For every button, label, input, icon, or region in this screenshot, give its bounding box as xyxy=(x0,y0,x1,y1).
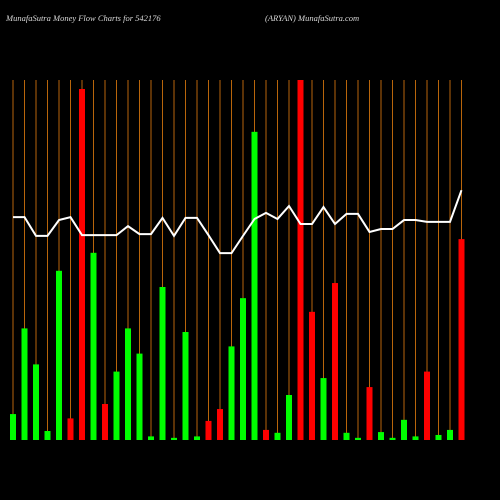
money-flow-line xyxy=(13,189,463,255)
bar xyxy=(332,283,338,440)
bar xyxy=(56,270,62,440)
bar xyxy=(286,395,292,440)
bar xyxy=(217,409,223,440)
bar xyxy=(67,418,74,440)
bar xyxy=(159,287,166,440)
bar xyxy=(10,414,16,440)
bar xyxy=(182,332,189,440)
bar xyxy=(90,252,97,440)
bar xyxy=(21,328,28,440)
bar xyxy=(458,239,465,440)
bar xyxy=(355,437,361,440)
bar xyxy=(401,419,407,440)
bar xyxy=(240,298,246,440)
bar xyxy=(136,353,143,440)
bar xyxy=(125,328,131,440)
bar xyxy=(447,429,453,440)
bar xyxy=(297,80,304,440)
bar xyxy=(412,436,419,440)
bar xyxy=(366,387,373,440)
bar xyxy=(274,432,281,440)
bar xyxy=(148,436,154,440)
bar xyxy=(251,131,258,440)
bar xyxy=(343,432,350,440)
bar xyxy=(378,432,384,440)
bar xyxy=(79,89,85,440)
bar xyxy=(102,404,108,440)
bar xyxy=(389,437,396,440)
bar xyxy=(194,436,200,440)
bar xyxy=(205,420,212,440)
bar xyxy=(309,311,315,440)
bar xyxy=(435,434,442,440)
bar xyxy=(33,364,39,440)
bar xyxy=(228,346,235,440)
bar xyxy=(44,431,51,440)
bar xyxy=(113,371,120,440)
bar xyxy=(263,429,269,440)
chart-title: MunafaSutra Money Flow Charts for 542176 xyxy=(5,13,161,23)
chart-subtitle: (ARYAN) MunafaSutra.com xyxy=(265,13,359,23)
bar xyxy=(171,437,177,440)
bar xyxy=(320,378,327,440)
bar xyxy=(424,371,430,440)
